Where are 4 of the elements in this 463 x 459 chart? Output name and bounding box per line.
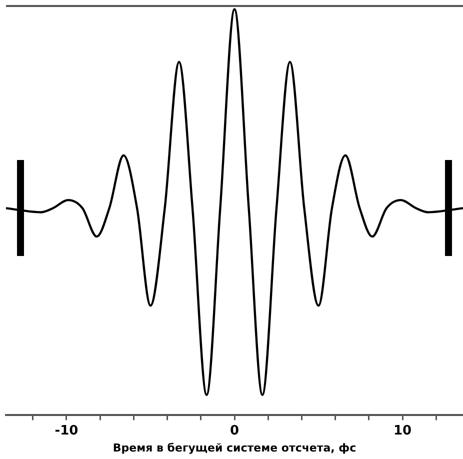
x-tick-label: 10 [393,423,412,438]
x-axis-title: Время в бегущей системе отсчета, фс [112,441,356,454]
x-tick-label: 0 [230,423,240,438]
x-tick-label: -10 [54,423,78,438]
